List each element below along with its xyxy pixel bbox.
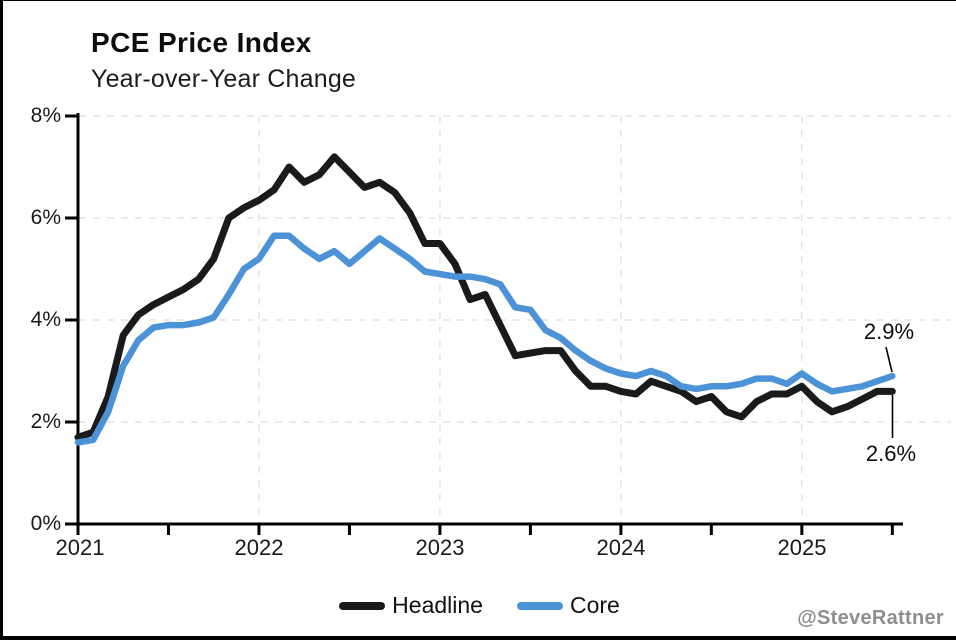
legend: Headline Core: [3, 592, 956, 619]
headline-line-swatch: [339, 601, 386, 610]
core-line: [74, 232, 896, 446]
pce-line-chart: [65, 113, 951, 535]
y-axis-label: 2%: [30, 410, 61, 433]
core-line-swatch: [516, 601, 563, 610]
legend-label-core: Core: [569, 592, 620, 618]
page-title: PCE Price Index: [91, 27, 312, 58]
y-axis-label: 0%: [30, 512, 61, 535]
y-axis-label: 4%: [30, 308, 61, 331]
y-axis-label: 6%: [30, 206, 61, 229]
page-subtitle: Year-over-Year Change: [91, 65, 357, 93]
x-axis-label: 2023: [415, 535, 465, 560]
attribution: @SteveRattner: [797, 607, 944, 629]
x-axis-label: 2022: [234, 535, 284, 560]
headline-line: [74, 153, 896, 441]
legend-item-core: Core: [516, 592, 620, 619]
core-annotation-leader: [885, 346, 893, 373]
x-axis-label: 2025: [777, 535, 827, 560]
core-latest-annotation: 2.9%: [863, 319, 915, 344]
legend-label-headline: Headline: [392, 592, 483, 618]
headline-latest-annotation: 2.6%: [865, 441, 917, 466]
x-axis-label: 2021: [55, 535, 105, 560]
legend-item-headline: Headline: [339, 592, 483, 619]
x-axis-label: 2024: [596, 535, 646, 560]
y-axis-label: 8%: [30, 104, 61, 127]
